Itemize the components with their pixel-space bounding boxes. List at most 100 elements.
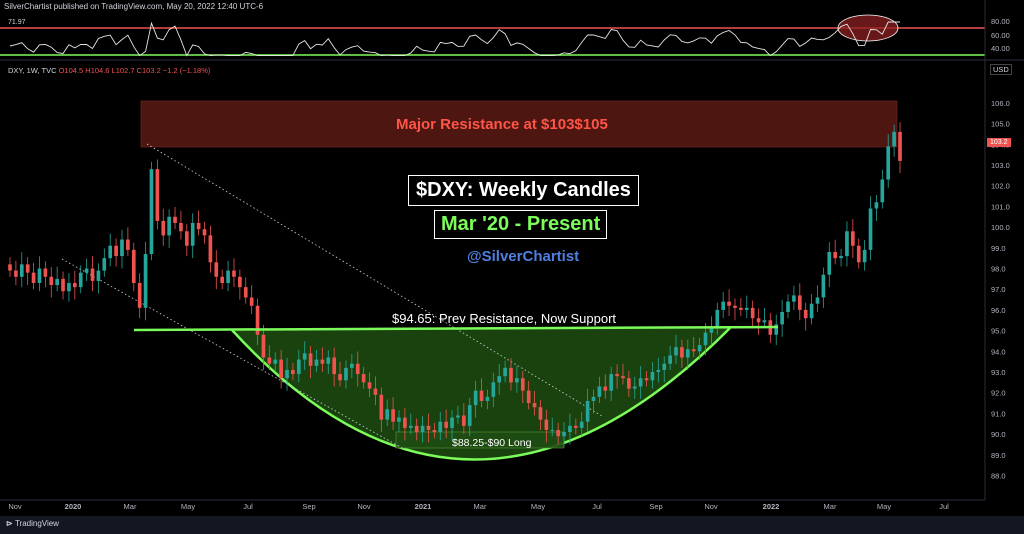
candle-body [874, 202, 879, 209]
rsi-line [9, 21, 900, 57]
candle-body [184, 231, 189, 246]
candles-group [8, 122, 902, 447]
candle-body [579, 421, 584, 428]
candle-body [367, 382, 372, 389]
time-tick-label: Mar [124, 502, 137, 511]
candle-body [14, 270, 18, 277]
candle-body [391, 409, 395, 422]
candle-body [638, 378, 643, 387]
candle-body [650, 372, 655, 381]
candle-body [102, 258, 107, 271]
price-tick-label: 98.0 [991, 265, 1006, 274]
candle-body [544, 419, 549, 430]
cup-curve [231, 327, 731, 461]
trendline-upper [146, 143, 603, 417]
candle-body [31, 272, 36, 283]
candle-body [196, 222, 201, 230]
price-tick-label: 90.0 [991, 430, 1006, 439]
price-tick-label: 94.0 [991, 347, 1006, 356]
rsi-tick-40: 40.00 [991, 44, 1010, 53]
candle-body [261, 334, 266, 358]
candle-body [715, 309, 720, 329]
candle-body [556, 429, 560, 437]
candle-body [291, 369, 295, 375]
candle-body [467, 405, 472, 426]
author-handle: @SilverChartist [467, 248, 580, 265]
candle-body [279, 359, 283, 379]
candle-body [526, 390, 531, 404]
candle-body [37, 268, 42, 283]
candle-body [739, 307, 743, 310]
candle-body [190, 222, 195, 246]
candle-body [78, 272, 83, 288]
candle-body [432, 429, 437, 433]
price-tick-label: 100.0 [991, 223, 1010, 232]
candle-body [350, 363, 354, 368]
resistance-zone [140, 100, 898, 148]
candle-body [597, 386, 602, 397]
rsi-pane [0, 14, 985, 57]
candle-body [179, 222, 183, 232]
candle-body [355, 363, 360, 375]
candle-body [756, 318, 761, 323]
candle-body [149, 169, 154, 255]
candle-body [208, 235, 213, 263]
candle-body [703, 332, 708, 346]
long-zone-label: $88.25-$90 Long [452, 437, 532, 449]
candle-body [456, 415, 460, 418]
candle-body [408, 425, 413, 428]
candle-body [137, 283, 142, 308]
chart-title-box: $DXY: Weekly Candles [408, 175, 639, 206]
candle-body [774, 324, 779, 335]
time-tick-label: Mar [824, 502, 837, 511]
candle-body [621, 376, 625, 379]
candle-body [379, 394, 384, 420]
candle-body [662, 363, 667, 370]
candle-body [815, 297, 820, 304]
candle-body [485, 396, 490, 401]
candle-body [267, 357, 272, 364]
candle-body [414, 425, 419, 433]
candle-body [886, 146, 891, 180]
currency-badge[interactable]: USD [990, 64, 1012, 75]
candle-body [296, 359, 301, 375]
candle-body [880, 179, 885, 203]
price-tick-label: 96.0 [991, 306, 1006, 315]
tradingview-brand: TradingView [14, 519, 59, 528]
candle-body [114, 245, 118, 257]
candle-body [744, 307, 749, 310]
candle-body [226, 270, 230, 283]
candle-body [249, 297, 254, 306]
support-line [133, 325, 779, 332]
candle-body [255, 305, 260, 335]
candle-body [615, 374, 619, 377]
price-tick-label: 103.0 [991, 161, 1010, 170]
time-tick-label: Sep [649, 502, 662, 511]
candle-body [361, 374, 366, 383]
time-axis: Nov 2020 Mar May Jul Sep Nov 2021 Mar May Jul Sep No… [8, 502, 949, 511]
candle-body [90, 268, 95, 281]
candle-body [674, 347, 678, 356]
candle-body [173, 216, 177, 223]
candle-body [332, 357, 336, 375]
legend-ohlc: O104.5 H104.6 L102.7 C103.2 −1.2 (−1.18%… [58, 66, 211, 75]
candle-body [868, 208, 873, 250]
price-axis: 106.0105.0104.0103.0102.0101.0100.099.09… [991, 99, 1010, 481]
candle-body [403, 417, 407, 428]
candle-body [238, 276, 242, 288]
price-tick-label: 99.0 [991, 244, 1006, 253]
candle-body [67, 283, 71, 292]
time-tick-label: 2022 [763, 502, 780, 511]
candle-body [19, 264, 24, 277]
price-tick-label: 105.0 [991, 120, 1010, 129]
time-tick-label: May [531, 502, 545, 511]
candle-body [338, 374, 342, 381]
candle-body [273, 359, 278, 364]
candle-body [96, 270, 101, 281]
candle-body [827, 251, 832, 275]
candle-body [750, 307, 755, 319]
tradingview-logo[interactable]: ⊳ TradingView [6, 519, 59, 528]
candle-body [73, 283, 77, 288]
candle-body [803, 309, 808, 319]
